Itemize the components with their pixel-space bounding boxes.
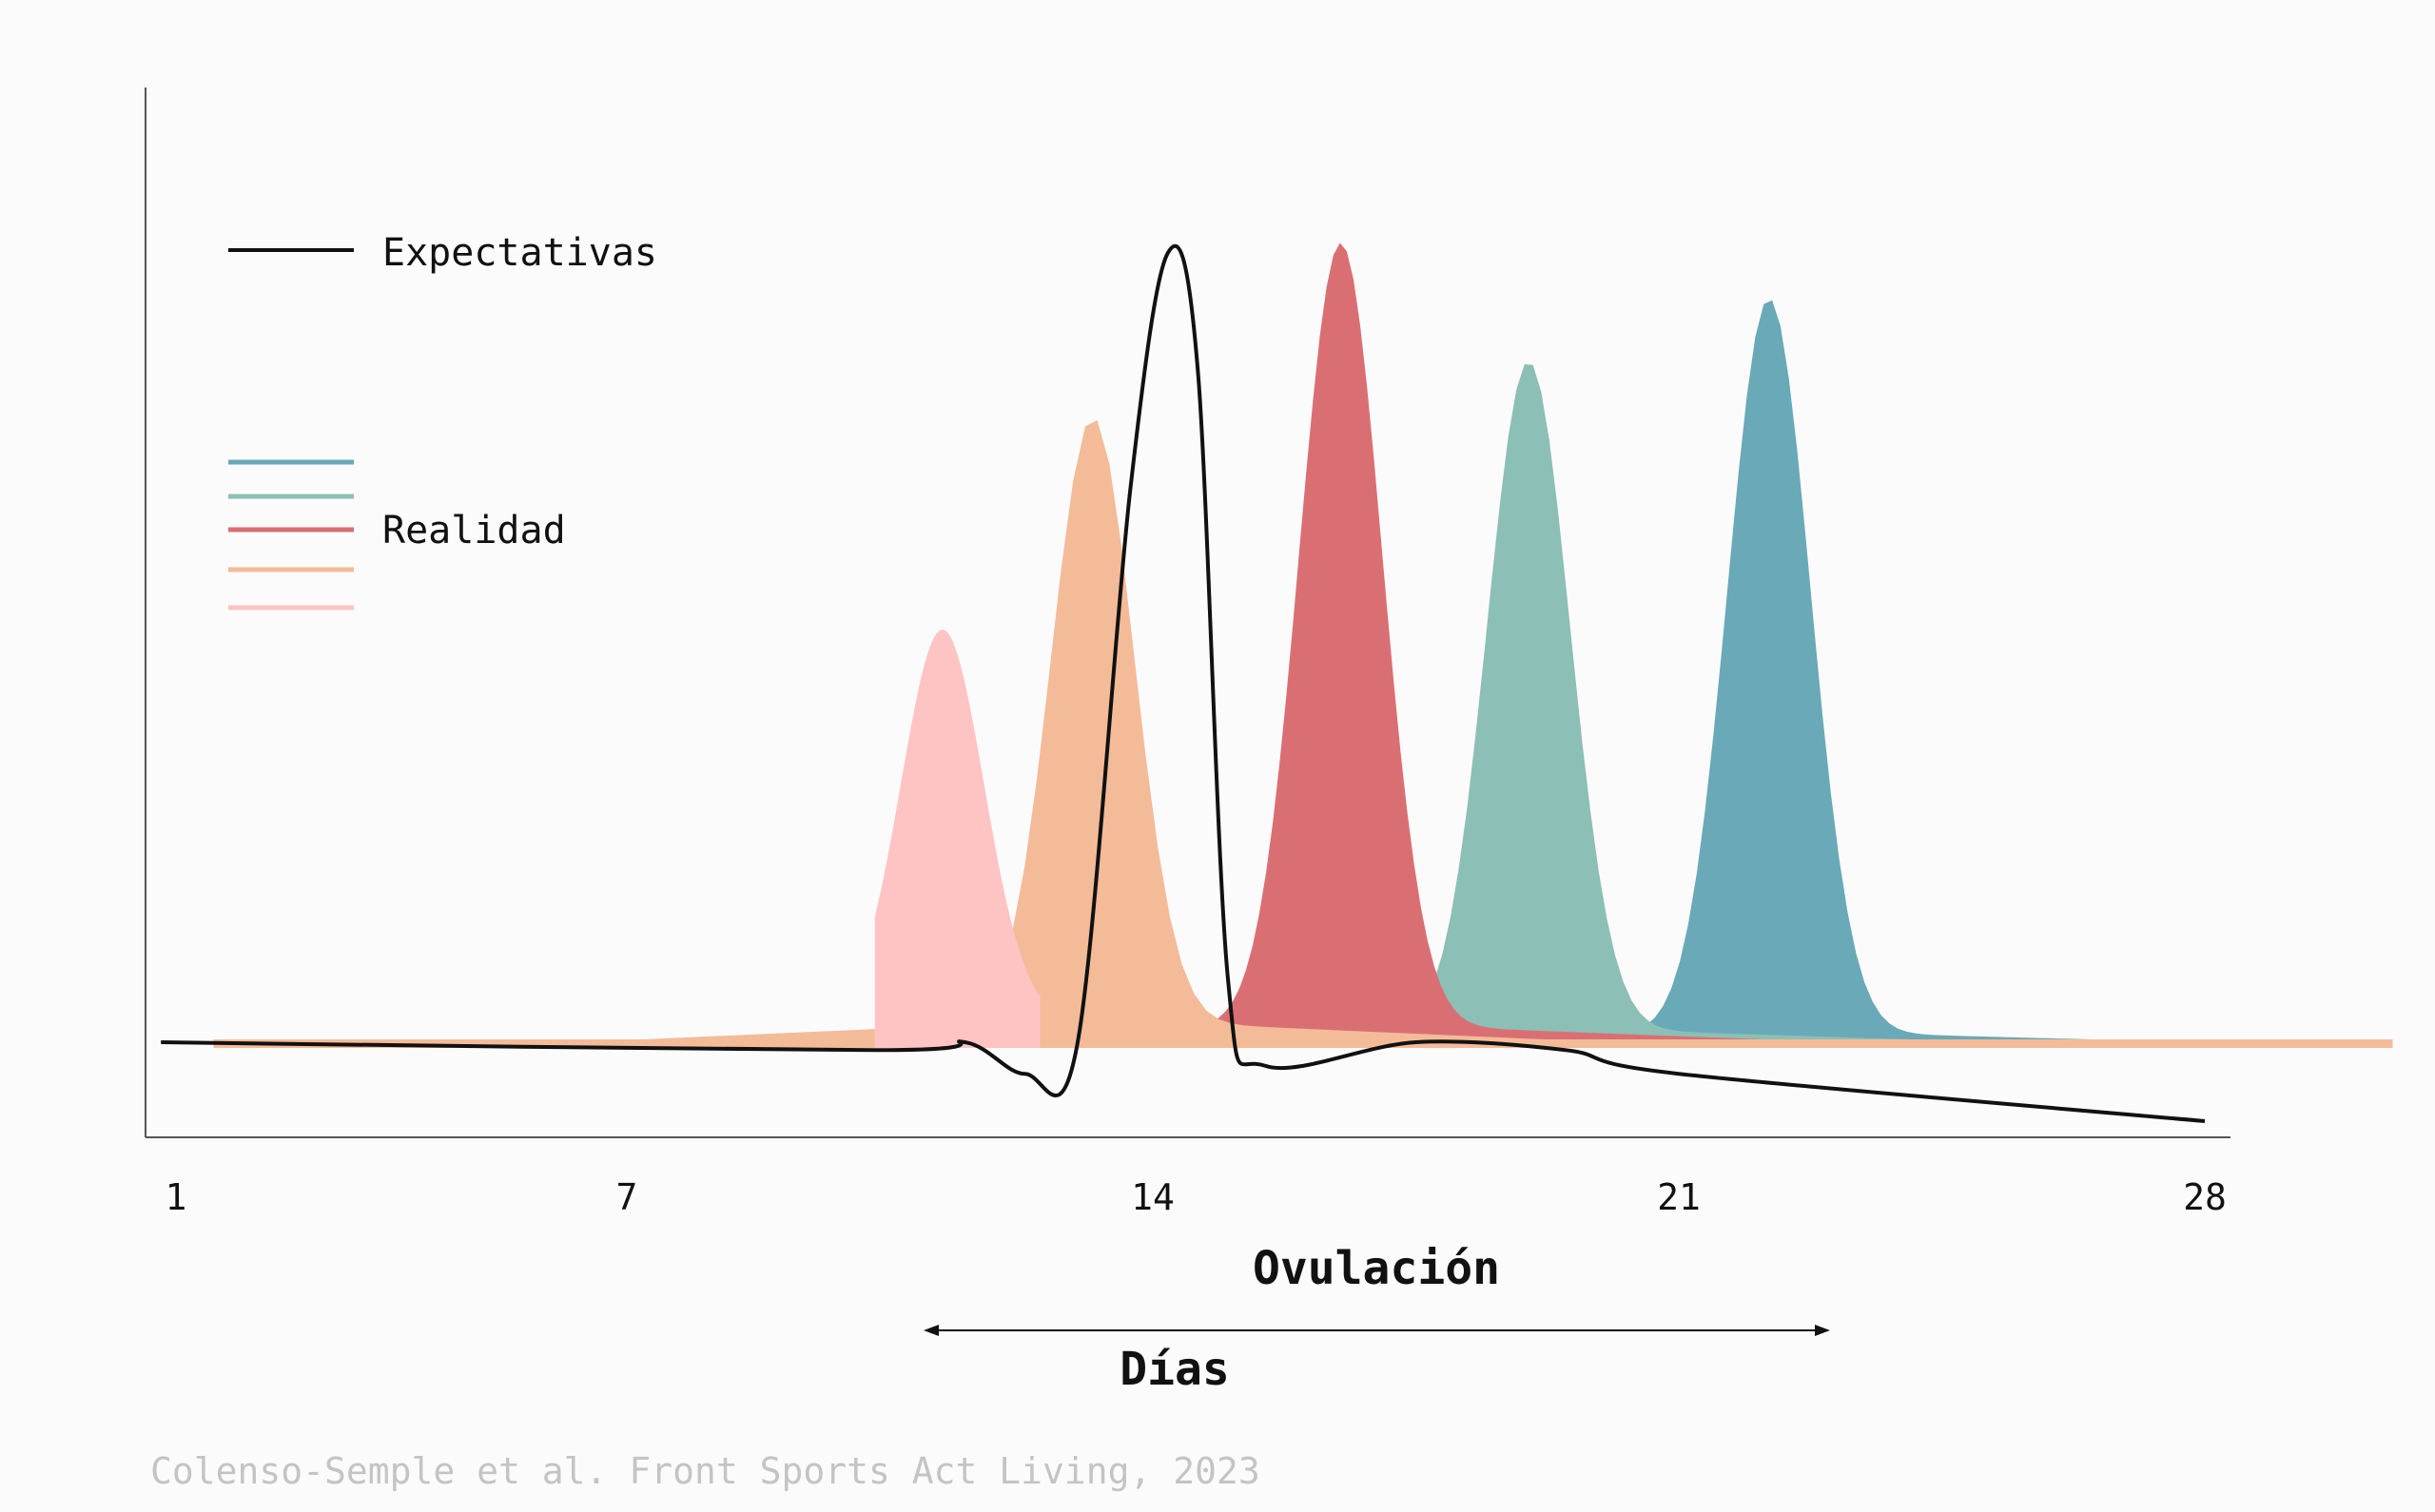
x-tick-labels: 1 7 14 21 28 bbox=[166, 1176, 2227, 1218]
days-arrow-right-head bbox=[1815, 1325, 1830, 1336]
legend-reality-label: Realidad bbox=[382, 509, 566, 552]
x-axis-title: Días bbox=[1120, 1343, 1230, 1396]
days-arrow bbox=[924, 1325, 1830, 1336]
reality-peak-3 bbox=[633, 242, 1844, 1048]
x-tick-label-7: 7 bbox=[616, 1176, 638, 1218]
legend: Expectativas Realidad bbox=[228, 231, 657, 611]
legend-expectation-label: Expectativas bbox=[382, 231, 657, 275]
ovulation-annotation: Ovulación bbox=[1253, 1242, 1500, 1295]
expectation-line bbox=[161, 243, 2206, 1123]
legend-reality-swatches bbox=[228, 459, 354, 611]
reality-peak-5 bbox=[874, 630, 1041, 1048]
x-tick-label-14: 14 bbox=[1131, 1176, 1175, 1218]
axes bbox=[145, 87, 2230, 1138]
days-arrow-left-head bbox=[924, 1325, 939, 1336]
reality-fills bbox=[213, 242, 2393, 1048]
source-citation: Colenso-Semple et al. Front Sports Act L… bbox=[150, 1450, 1260, 1492]
x-tick-label-28: 28 bbox=[2183, 1176, 2227, 1218]
expectation-series bbox=[161, 243, 2206, 1123]
x-tick-label-1: 1 bbox=[166, 1176, 187, 1218]
x-tick-label-21: 21 bbox=[1657, 1176, 1701, 1218]
